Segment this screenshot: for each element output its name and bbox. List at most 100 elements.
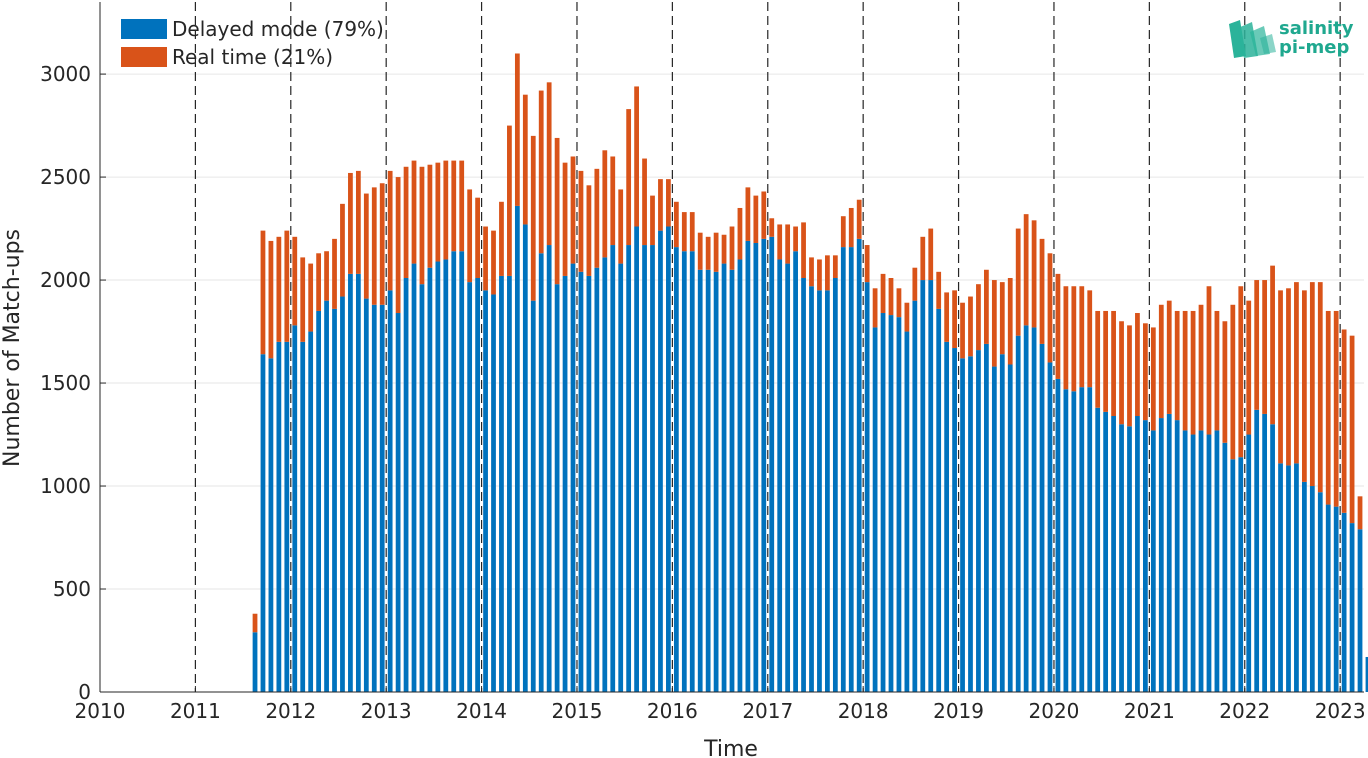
bar-realtime-2011-09 (260, 230, 266, 355)
bar-delayed-2018-09 (928, 280, 934, 692)
bar-realtime-2015-05 (610, 156, 616, 246)
bar-realtime-2014-04 (507, 125, 512, 276)
y-tick-labels: 0 500 1000 1500 2000 2500 3000 (40, 62, 91, 704)
y-tick-label: 500 (53, 577, 91, 601)
y-tick-label: 3000 (40, 62, 91, 86)
bar-delayed-2015-07 (626, 245, 632, 692)
x-tick-label: 2017 (742, 699, 793, 723)
bar-realtime-2019-03 (976, 284, 981, 351)
bar-realtime-2018-02 (872, 288, 878, 328)
bar-realtime-2020-02 (1063, 286, 1069, 390)
bar-realtime-2015-04 (602, 150, 608, 258)
bar-realtime-2020-06 (1095, 310, 1101, 408)
bar-realtime-2016-07 (721, 234, 727, 264)
bar-delayed-2016-12 (761, 238, 767, 693)
bar-delayed-2016-09 (737, 259, 743, 692)
bar-realtime-2022-08 (1301, 290, 1307, 482)
bar-realtime-2014-09 (546, 82, 552, 246)
bar-delayed-2013-06 (427, 267, 433, 692)
bar-realtime-2020-04 (1079, 286, 1085, 388)
bar-delayed-2018-03 (880, 313, 886, 692)
bar-realtime-2015-09 (642, 158, 647, 246)
bar-realtime-2015-08 (634, 86, 639, 227)
bar-realtime-2011-11 (276, 236, 282, 342)
y-axis-label: Number of Match-ups (0, 229, 25, 467)
bar-realtime-2012-11 (371, 187, 377, 305)
bar-delayed-2021-11 (1230, 459, 1236, 692)
bar-realtime-2017-09 (832, 255, 838, 278)
bar-delayed-2017-08 (825, 290, 830, 692)
bar-realtime-2020-05 (1087, 290, 1093, 388)
x-tick-label: 2012 (265, 699, 316, 723)
bar-delayed-2022-06 (1286, 465, 1291, 692)
bar-delayed-2017-05 (801, 278, 806, 692)
bar-realtime-2022-04 (1270, 265, 1275, 425)
bar-realtime-2016-11 (753, 195, 759, 243)
bar-realtime-2013-10 (459, 160, 465, 252)
bar-delayed-2020-04 (1079, 387, 1085, 692)
bar-delayed-2015-05 (610, 245, 616, 692)
bar-delayed-2020-02 (1063, 389, 1069, 692)
bar-delayed-2012-04 (316, 310, 322, 692)
bar-delayed-2021-05 (1182, 430, 1188, 692)
bar-realtime-2013-01 (387, 170, 393, 291)
bar-realtime-2012-01 (292, 236, 298, 326)
bar-delayed-2019-12 (1047, 362, 1053, 692)
bar-delayed-2014-10 (554, 284, 560, 692)
bar-realtime-2019-11 (1039, 238, 1045, 344)
bar-realtime-2017-07 (817, 259, 822, 291)
bar-delayed-2021-02 (1158, 418, 1164, 692)
bar-delayed-2021-09 (1214, 430, 1220, 692)
bar-delayed-2020-05 (1087, 387, 1093, 692)
bar-realtime-2016-03 (689, 212, 695, 252)
bar-realtime-2011-12 (284, 230, 290, 342)
bar-realtime-2017-05 (801, 222, 806, 278)
bar-delayed-2017-10 (840, 247, 846, 692)
bar-delayed-2012-05 (324, 300, 329, 692)
bar-delayed-2014-06 (522, 224, 528, 692)
bar-realtime-2020-03 (1071, 286, 1077, 392)
bar-delayed-2017-06 (809, 286, 814, 692)
bar-realtime-2014-10 (554, 137, 560, 285)
bar-delayed-2011-12 (284, 341, 290, 692)
bar-delayed-2021-07 (1198, 430, 1204, 692)
bar-realtime-2018-10 (936, 271, 942, 309)
bar-realtime-2014-05 (514, 53, 520, 206)
bar-realtime-2019-04 (984, 269, 989, 344)
bar-delayed-2019-05 (991, 366, 997, 692)
bar-delayed-2020-03 (1071, 391, 1077, 692)
bar-realtime-2019-06 (999, 282, 1005, 355)
bar-realtime-2021-04 (1174, 310, 1180, 421)
bar-realtime-2022-10 (1317, 282, 1323, 493)
bar-delayed-2021-06 (1190, 434, 1196, 692)
bar-realtime-2014-02 (491, 230, 496, 295)
bar-delayed-2012-01 (292, 325, 298, 692)
bar-realtime-2022-09 (1309, 282, 1315, 487)
bar-realtime-2022-06 (1286, 288, 1291, 466)
bar-realtime-2022-01 (1246, 300, 1252, 435)
x-tick-labels: 2010 2011 2012 2013 2014 2015 2016 2017 2018 2019… (75, 699, 1366, 723)
bar-realtime-2021-12 (1238, 286, 1244, 458)
legend: Delayed mode (79%) Real time (21%) (121, 17, 384, 69)
bar-delayed-2018-05 (896, 317, 902, 692)
bar-realtime-2015-06 (618, 189, 624, 264)
bar-realtime-2019-01 (960, 302, 965, 359)
bar-delayed-2019-04 (984, 343, 989, 692)
bar-delayed-2020-11 (1135, 416, 1140, 692)
salinity-pi-mep-logo: salinity pi-mep (1229, 18, 1354, 58)
bar-realtime-2015-07 (626, 109, 632, 246)
bar-realtime-2023-03 (1357, 496, 1363, 530)
legend-swatch-delayed (121, 19, 167, 39)
bar-realtime-2021-01 (1150, 327, 1156, 431)
bar-realtime-2016-09 (737, 207, 743, 260)
bar-delayed-2013-09 (451, 251, 457, 692)
bar-delayed-2016-04 (697, 269, 703, 692)
bar-delayed-2016-07 (721, 263, 727, 692)
bar-realtime-2023-02 (1349, 335, 1355, 524)
bar-delayed-2020-01 (1055, 378, 1061, 692)
x-tick-label: 2016 (647, 699, 698, 723)
bar-realtime-2016-12 (761, 191, 767, 239)
bar-realtime-2020-07 (1103, 310, 1109, 412)
legend-swatch-realtime (121, 47, 167, 67)
